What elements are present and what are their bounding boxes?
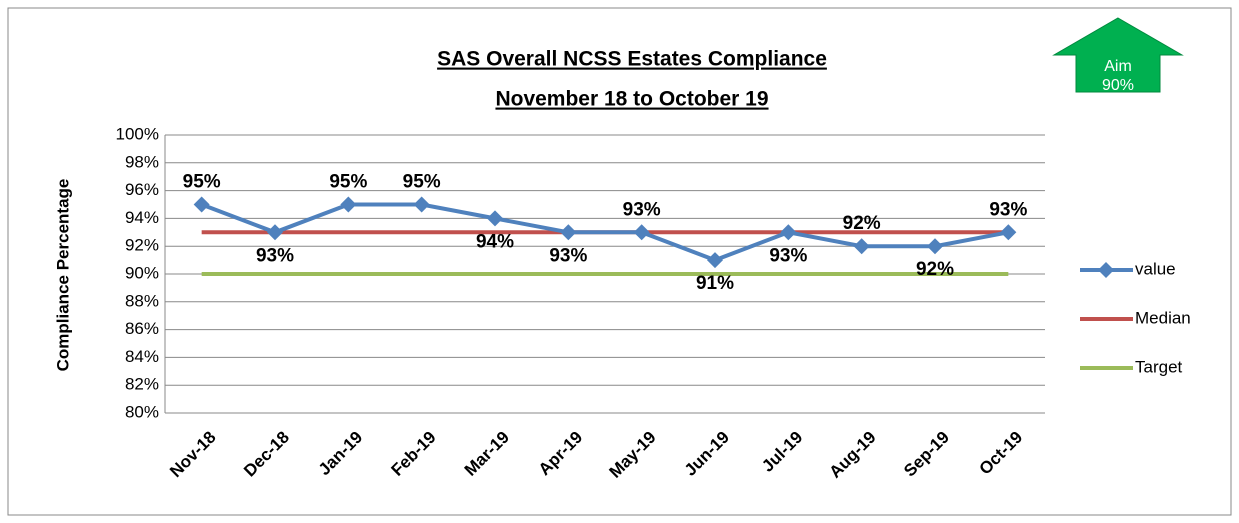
legend-marker xyxy=(1098,262,1114,278)
data-label: 95% xyxy=(183,172,221,193)
marker xyxy=(1000,224,1017,241)
data-label: 93% xyxy=(549,245,587,266)
data-label: 93% xyxy=(623,199,661,220)
aim-label: Aim xyxy=(1104,58,1132,75)
marker xyxy=(927,238,943,255)
marker xyxy=(413,196,430,213)
y-tick-label: 82% xyxy=(125,375,159,394)
data-label: 93% xyxy=(769,245,807,266)
data-label: 92% xyxy=(843,213,881,234)
marker xyxy=(780,224,797,241)
marker xyxy=(707,252,723,269)
chart-subtitle: November 18 to October 19 xyxy=(495,88,768,111)
y-tick-label: 90% xyxy=(125,263,159,282)
y-tick-label: 88% xyxy=(125,291,159,310)
data-label: 95% xyxy=(329,172,367,193)
y-tick-label: 84% xyxy=(125,347,159,366)
marker xyxy=(487,210,503,227)
y-tick-label: 94% xyxy=(125,208,159,227)
chart-title: SAS Overall NCSS Estates Compliance xyxy=(437,48,827,71)
legend-label: Median xyxy=(1135,308,1191,327)
marker xyxy=(340,196,357,213)
data-label: 93% xyxy=(989,199,1027,220)
aim-label: 90% xyxy=(1102,77,1134,94)
data-label: 93% xyxy=(256,245,294,266)
data-label: 95% xyxy=(403,172,441,193)
y-tick-label: 92% xyxy=(125,236,159,255)
legend-label: value xyxy=(1135,259,1176,278)
series-line xyxy=(200,202,1009,263)
marker xyxy=(193,196,210,213)
y-tick-label: 96% xyxy=(125,180,159,199)
data-label: 94% xyxy=(476,231,514,252)
legend-label: Target xyxy=(1135,357,1183,376)
y-tick-label: 98% xyxy=(125,152,159,171)
data-label: 91% xyxy=(696,273,734,294)
marker xyxy=(633,224,650,241)
y-tick-label: 100% xyxy=(116,124,159,143)
y-axis-label: Compliance Percentage xyxy=(53,179,72,372)
chart-border xyxy=(7,7,1232,516)
marker xyxy=(267,224,283,241)
marker xyxy=(560,224,577,241)
aim-arrow xyxy=(1052,17,1184,93)
y-tick-label: 80% xyxy=(125,402,159,421)
y-tick-label: 86% xyxy=(125,319,159,338)
marker xyxy=(853,238,870,255)
data-label: 92% xyxy=(916,259,954,280)
